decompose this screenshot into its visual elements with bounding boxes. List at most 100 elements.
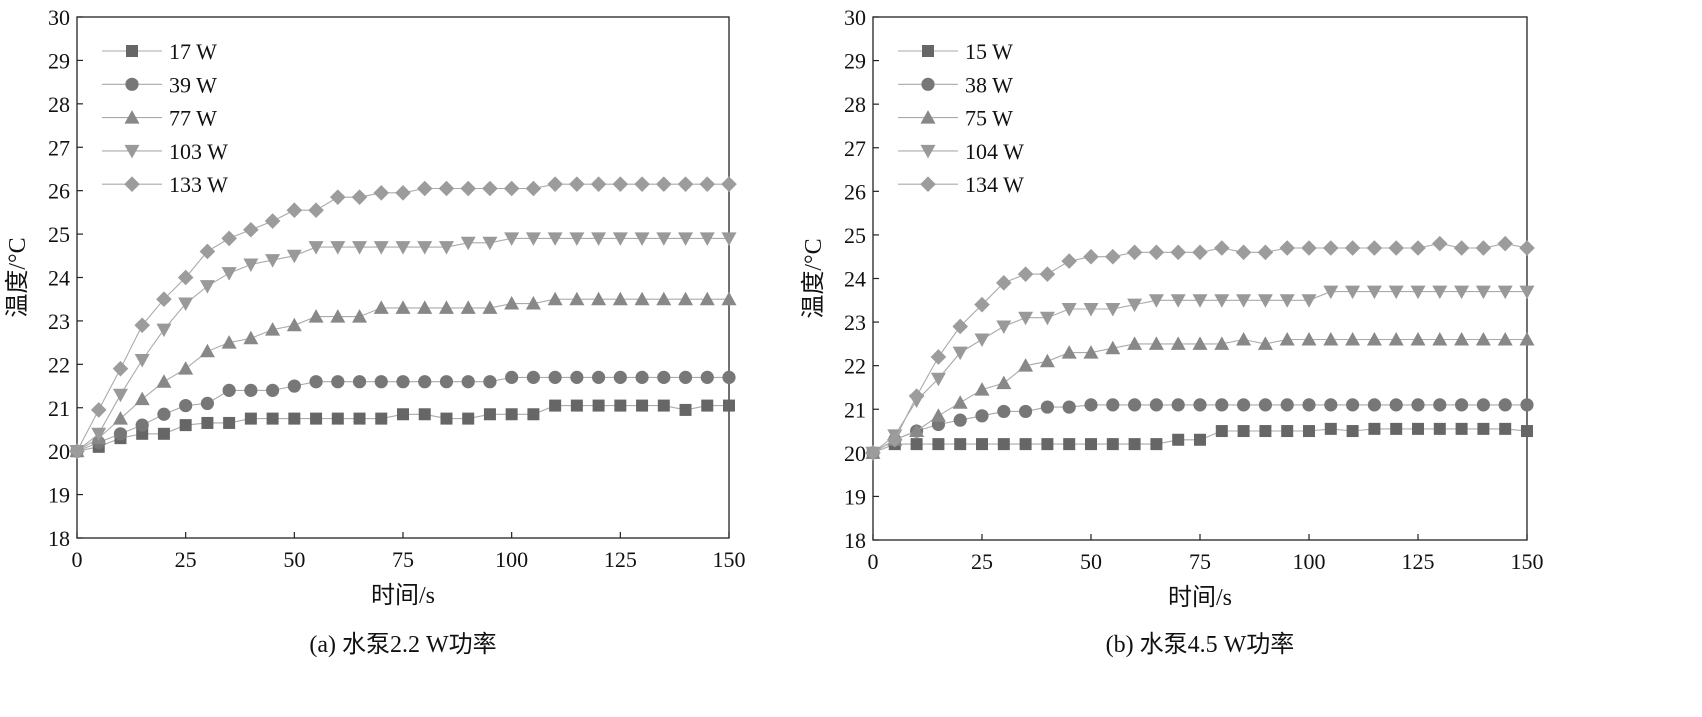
data-point	[504, 232, 520, 246]
y-tick-label: 22	[48, 352, 70, 377]
data-point	[976, 438, 988, 451]
data-point	[1280, 398, 1294, 412]
data-point	[482, 180, 498, 197]
data-point	[352, 375, 367, 389]
data-point	[308, 241, 324, 255]
y-tick-label: 30	[844, 5, 866, 30]
data-point	[418, 408, 431, 421]
data-point	[1410, 332, 1426, 346]
y-tick-label: 25	[48, 222, 70, 247]
data-point	[930, 372, 946, 387]
data-point	[1192, 244, 1208, 261]
data-point	[1105, 248, 1121, 265]
data-point	[1039, 266, 1056, 282]
data-point	[952, 318, 968, 335]
x-tick-label: 150	[1511, 549, 1544, 574]
data-point	[352, 309, 368, 323]
data-point	[590, 176, 607, 192]
data-point	[395, 241, 411, 255]
data-point	[547, 291, 563, 306]
data-point	[1323, 285, 1339, 300]
data-point	[69, 443, 85, 459]
data-point	[634, 176, 650, 192]
data-point	[438, 241, 454, 255]
data-point	[721, 291, 737, 306]
data-point	[1323, 240, 1339, 256]
data-point	[1301, 294, 1317, 308]
y-tick-label: 24	[48, 266, 70, 291]
data-point	[504, 296, 520, 310]
data-point	[482, 300, 498, 314]
data-point	[373, 241, 389, 255]
data-point	[1257, 244, 1274, 261]
data-point	[264, 213, 281, 229]
x-tick-label: 125	[604, 547, 637, 572]
data-point	[570, 399, 583, 412]
data-point	[1257, 294, 1273, 308]
data-point	[460, 236, 476, 251]
data-point	[331, 375, 345, 389]
data-point	[1039, 311, 1055, 326]
data-point	[113, 427, 128, 441]
data-point	[1477, 422, 1490, 435]
data-point	[1237, 425, 1250, 438]
legend-marker	[126, 45, 138, 57]
data-point	[678, 291, 694, 306]
data-point	[483, 375, 497, 389]
data-point	[526, 370, 541, 384]
data-point	[1214, 336, 1230, 350]
data-point	[1367, 398, 1381, 412]
data-point	[1411, 398, 1425, 412]
data-point	[200, 396, 214, 411]
data-point	[1324, 422, 1337, 435]
data-point	[330, 309, 346, 323]
data-point	[701, 399, 714, 412]
data-point	[112, 411, 128, 425]
data-point	[1345, 285, 1361, 300]
data-point	[1170, 244, 1186, 261]
data-point	[1454, 285, 1470, 300]
data-point	[1236, 332, 1252, 346]
data-point	[570, 370, 584, 384]
data-point	[199, 280, 215, 294]
chart-panel-a: 18 19 20 21 22 23 24 25 26 27 28 29 30 0 25 50 75 100 125 1…	[4, 5, 746, 658]
data-point	[1521, 425, 1533, 438]
data-point	[1499, 422, 1512, 435]
data-point	[199, 343, 215, 358]
data-point	[179, 419, 192, 432]
data-point	[1019, 438, 1032, 451]
data-point	[416, 180, 433, 197]
data-point	[288, 412, 301, 425]
data-point	[1475, 332, 1491, 346]
data-point	[997, 404, 1011, 419]
data-point	[1170, 294, 1186, 308]
data-point	[201, 416, 214, 429]
data-point	[1148, 336, 1164, 350]
legend-label: 103 W	[169, 139, 228, 164]
data-point	[525, 180, 542, 197]
x-tick-label: 125	[1402, 549, 1435, 574]
data-point	[1433, 398, 1447, 412]
legend-marker	[920, 110, 936, 124]
data-point	[330, 189, 346, 205]
data-point	[1497, 285, 1513, 300]
data-point	[221, 335, 237, 349]
data-point	[1017, 266, 1034, 282]
data-point	[266, 383, 280, 397]
data-point	[1432, 332, 1448, 346]
data-point	[975, 409, 989, 423]
data-point	[678, 232, 694, 246]
data-point	[395, 300, 411, 314]
data-point	[996, 320, 1012, 334]
legend-marker	[125, 77, 139, 91]
data-point	[996, 375, 1012, 390]
data-point	[287, 379, 301, 393]
data-point	[179, 398, 193, 413]
data-point	[1084, 398, 1098, 412]
x-tick-label: 100	[495, 547, 528, 572]
data-point	[1390, 422, 1403, 435]
data-point	[177, 269, 194, 286]
data-point	[156, 374, 172, 388]
x-axis-label: 时间/s	[371, 582, 435, 609]
data-point	[157, 407, 171, 421]
